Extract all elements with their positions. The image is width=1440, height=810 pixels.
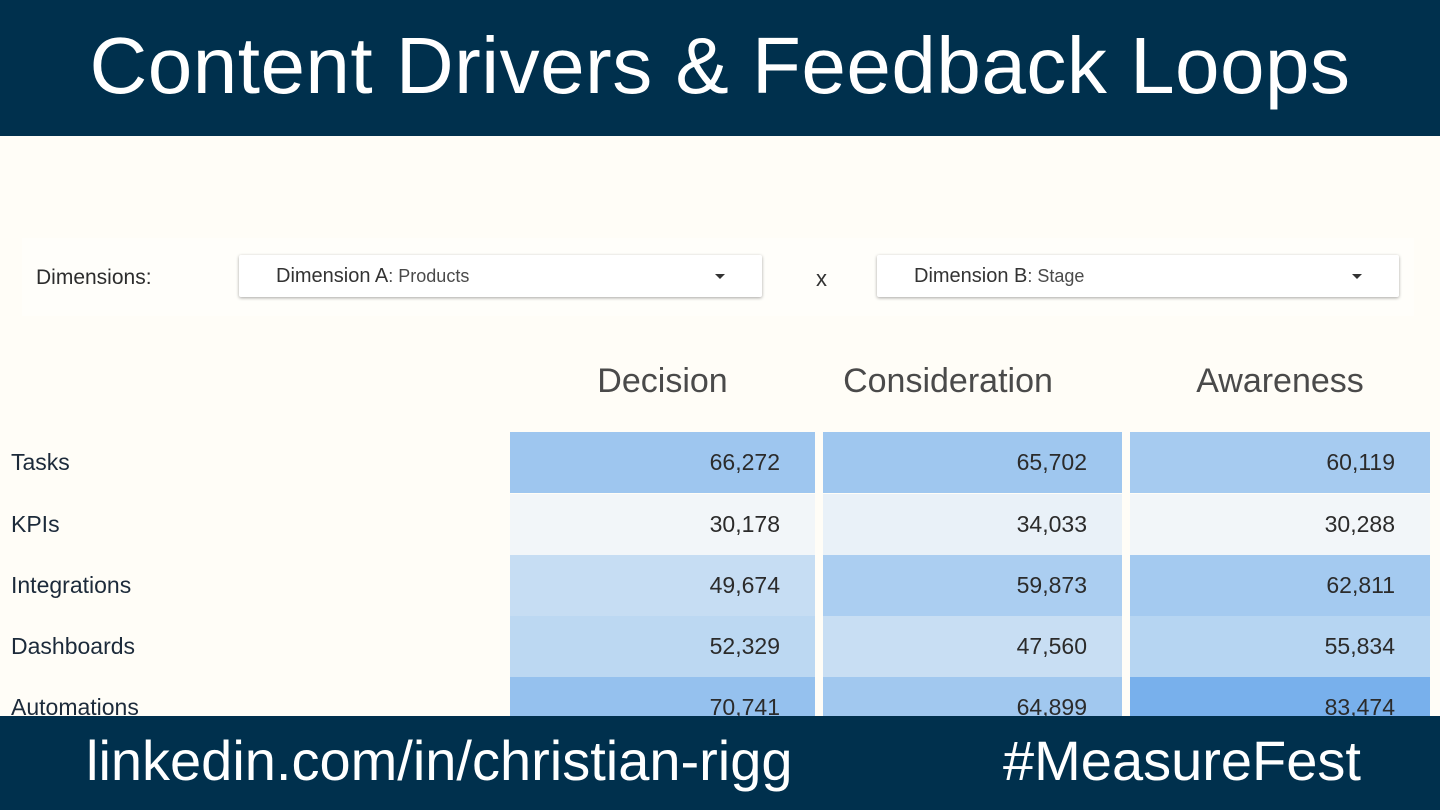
- table-cell: 34,033: [823, 494, 1122, 555]
- row-label-kpis: KPIs: [11, 511, 60, 537]
- dimensions-label: Dimensions:: [36, 266, 152, 289]
- column-header-awareness: Awareness: [1196, 362, 1364, 400]
- dimension-separator: x: [816, 266, 827, 291]
- row-label-automations: Automations: [11, 694, 139, 720]
- slide-title: Content Drivers & Feedback Loops: [89, 21, 1351, 110]
- caret-down-icon: [1352, 274, 1362, 279]
- table-cell: 30,288: [1130, 494, 1430, 555]
- dimension-a-name: Dimension A: [276, 265, 389, 287]
- slide-header: Content Drivers & Feedback Loops: [0, 0, 1440, 136]
- table-cell: 65,702: [823, 432, 1122, 493]
- table-cell: 47,560: [823, 616, 1122, 677]
- table-cell: 62,811: [1130, 555, 1430, 616]
- table-cell: 55,834: [1130, 616, 1430, 677]
- table-cell: 30,178: [510, 494, 815, 555]
- table-cell: 66,272: [510, 432, 815, 493]
- table-cell: 59,873: [823, 555, 1122, 616]
- dimension-b-text: Dimension B: Stage: [914, 265, 1084, 288]
- table-cell: 52,329: [510, 616, 815, 677]
- dimension-b-dropdown[interactable]: Dimension B: Stage: [877, 255, 1399, 297]
- column-header-decision: Decision: [597, 362, 728, 400]
- linkedin-url: linkedin.com/in/christian-rigg: [86, 729, 793, 792]
- row-label-dashboards: Dashboards: [11, 633, 136, 659]
- dimension-b-name: Dimension B: [914, 265, 1028, 287]
- table-cell: 49,674: [510, 555, 815, 616]
- dimension-a-text: Dimension A: Products: [276, 265, 469, 288]
- row-label-tasks: Tasks: [11, 449, 70, 475]
- dimension-b-value: : Stage: [1027, 266, 1085, 286]
- table-cell: 60,119: [1130, 432, 1430, 493]
- column-header-consideration: Consideration: [843, 362, 1053, 400]
- dimension-a-dropdown[interactable]: Dimension A: Products: [239, 255, 762, 297]
- dimension-a-value: : Products: [388, 266, 470, 286]
- event-hashtag: #MeasureFest: [1003, 729, 1361, 792]
- slide-footer: [0, 716, 1440, 810]
- row-label-integrations: Integrations: [11, 572, 132, 598]
- caret-down-icon: [715, 274, 725, 279]
